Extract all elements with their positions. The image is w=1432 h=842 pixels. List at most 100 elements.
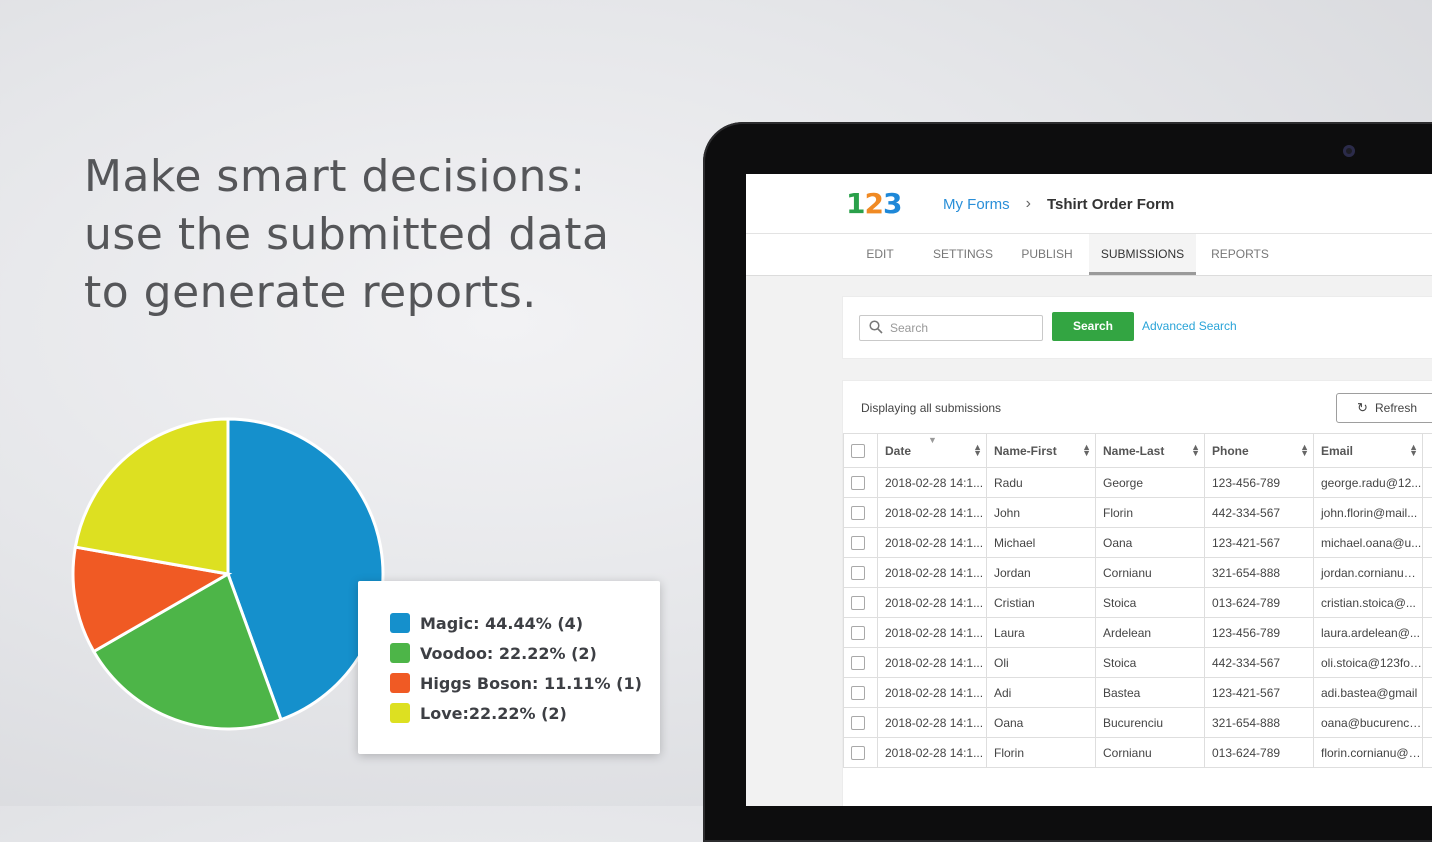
table-cell-phone: 123-456-789 xyxy=(1205,618,1314,648)
legend-swatch xyxy=(390,613,410,633)
submissions-panel: Displaying all submissions ↻ Refresh ▼Da… xyxy=(842,380,1432,806)
sort-desc-icon: ▼ xyxy=(928,435,937,445)
column-header-label: Name-First xyxy=(994,444,1057,458)
breadcrumb-my-forms[interactable]: My Forms xyxy=(943,196,1010,213)
row-checkbox[interactable] xyxy=(851,476,865,490)
table-cell-extra xyxy=(1423,588,1432,618)
table-cell-last: Ardelean xyxy=(1096,618,1205,648)
table-cell-phone: 442-334-567 xyxy=(1205,498,1314,528)
table-cell-extra xyxy=(1423,618,1432,648)
row-checkbox[interactable] xyxy=(851,506,865,520)
search-button[interactable]: Search xyxy=(1052,312,1134,341)
row-checkbox[interactable] xyxy=(851,566,865,580)
table-header-row: ▼Date▲▼ Name-First ▲▼ Name-Last ▲▼ Phone▲▼… xyxy=(844,434,1432,468)
submissions-table: ▼Date▲▼ Name-First ▲▼ Name-Last ▲▼ Phone▲▼… xyxy=(843,433,1432,768)
headline-line-1: Make smart decisions: xyxy=(84,148,684,206)
123formbuilder-logo[interactable]: 1 2 3 xyxy=(846,190,901,218)
tab-publish[interactable]: PUBLISH xyxy=(1012,234,1082,275)
table-cell-extra xyxy=(1423,648,1432,678)
column-header-name-last[interactable]: Name-Last ▲▼ xyxy=(1096,434,1205,468)
table-cell-date: 2018-02-28 14:1... xyxy=(878,708,987,738)
table-cell-email: oana@bucurenciu... xyxy=(1314,708,1423,738)
pie-slice-love xyxy=(75,419,228,574)
table-cell-extra xyxy=(1423,468,1432,498)
table-cell-first: John xyxy=(987,498,1096,528)
search-input[interactable]: Search xyxy=(859,315,1043,341)
legend-label: Higgs Boson: 11.11% (1) xyxy=(420,674,642,693)
table-cell-date: 2018-02-28 14:1... xyxy=(878,738,987,768)
row-select-cell xyxy=(844,468,878,498)
table-cell-first: Radu xyxy=(987,468,1096,498)
select-all-cell xyxy=(844,434,878,468)
row-select-cell xyxy=(844,618,878,648)
sort-icon[interactable]: ▲▼ xyxy=(1409,444,1418,456)
table-cell-email: oli.stoica@123for... xyxy=(1314,648,1423,678)
headline-line-3: to generate reports. xyxy=(84,264,684,322)
table-cell-email: john.florin@mail... xyxy=(1314,498,1423,528)
row-select-cell xyxy=(844,528,878,558)
table-cell-date: 2018-02-28 14:1... xyxy=(878,558,987,588)
tab-edit[interactable]: EDIT xyxy=(854,234,906,275)
legend-item-love: Love:22.22% (2) xyxy=(390,703,567,723)
sort-icon[interactable]: ▲▼ xyxy=(1191,444,1200,456)
table-cell-last: George xyxy=(1096,468,1205,498)
tab-settings[interactable]: SETTINGS xyxy=(926,234,1000,275)
row-checkbox[interactable] xyxy=(851,626,865,640)
table-cell-email: jordan.cornianu@... xyxy=(1314,558,1423,588)
row-checkbox[interactable] xyxy=(851,746,865,760)
table-cell-phone: 013-624-789 xyxy=(1205,588,1314,618)
table-cell-first: Michael xyxy=(987,528,1096,558)
table-cell-email: adi.bastea@gmail xyxy=(1314,678,1423,708)
table-cell-last: Florin xyxy=(1096,498,1205,528)
row-checkbox[interactable] xyxy=(851,656,865,670)
column-header-phone[interactable]: Phone▲▼ xyxy=(1205,434,1314,468)
table-cell-last: Cornianu xyxy=(1096,738,1205,768)
table-cell-extra xyxy=(1423,708,1432,738)
column-header-date[interactable]: ▼Date▲▼ xyxy=(878,434,987,468)
refresh-label: Refresh xyxy=(1375,394,1417,422)
table-cell-date: 2018-02-28 14:1... xyxy=(878,618,987,648)
column-header-email[interactable]: Email ▲▼ xyxy=(1314,434,1423,468)
row-checkbox[interactable] xyxy=(851,596,865,610)
column-header-extra xyxy=(1423,434,1432,468)
refresh-button[interactable]: ↻ Refresh xyxy=(1336,393,1432,423)
select-all-checkbox[interactable] xyxy=(851,444,865,458)
sort-icon[interactable]: ▲▼ xyxy=(973,444,982,456)
breadcrumb-current-form: Tshirt Order Form xyxy=(1047,196,1174,213)
table-cell-last: Stoica xyxy=(1096,648,1205,678)
tab-submissions[interactable]: SUBMISSIONS xyxy=(1089,234,1196,275)
advanced-search-link[interactable]: Advanced Search xyxy=(1142,319,1237,333)
logo-digit: 3 xyxy=(883,190,901,218)
column-header-name-first[interactable]: Name-First ▲▼ xyxy=(987,434,1096,468)
table-cell-date: 2018-02-28 14:1... xyxy=(878,528,987,558)
webcam-icon xyxy=(1343,145,1355,157)
row-checkbox[interactable] xyxy=(851,536,865,550)
display-status-text: Displaying all submissions xyxy=(861,401,1001,415)
row-checkbox[interactable] xyxy=(851,686,865,700)
row-select-cell xyxy=(844,648,878,678)
legend-swatch xyxy=(390,643,410,663)
column-header-label: Email xyxy=(1321,444,1353,458)
tab-reports[interactable]: REPORTS xyxy=(1206,234,1274,275)
row-select-cell xyxy=(844,588,878,618)
table-cell-phone: 442-334-567 xyxy=(1205,648,1314,678)
table-cell-phone: 321-654-888 xyxy=(1205,558,1314,588)
legend-item-magic: Magic: 44.44% (4) xyxy=(390,613,583,633)
sort-icon[interactable]: ▲▼ xyxy=(1082,444,1091,456)
table-cell-first: Oli xyxy=(987,648,1096,678)
sort-icon[interactable]: ▲▼ xyxy=(1300,444,1309,456)
column-header-label: Name-Last xyxy=(1103,444,1164,458)
row-checkbox[interactable] xyxy=(851,716,865,730)
table-cell-date: 2018-02-28 14:1... xyxy=(878,678,987,708)
table-cell-phone: 321-654-888 xyxy=(1205,708,1314,738)
